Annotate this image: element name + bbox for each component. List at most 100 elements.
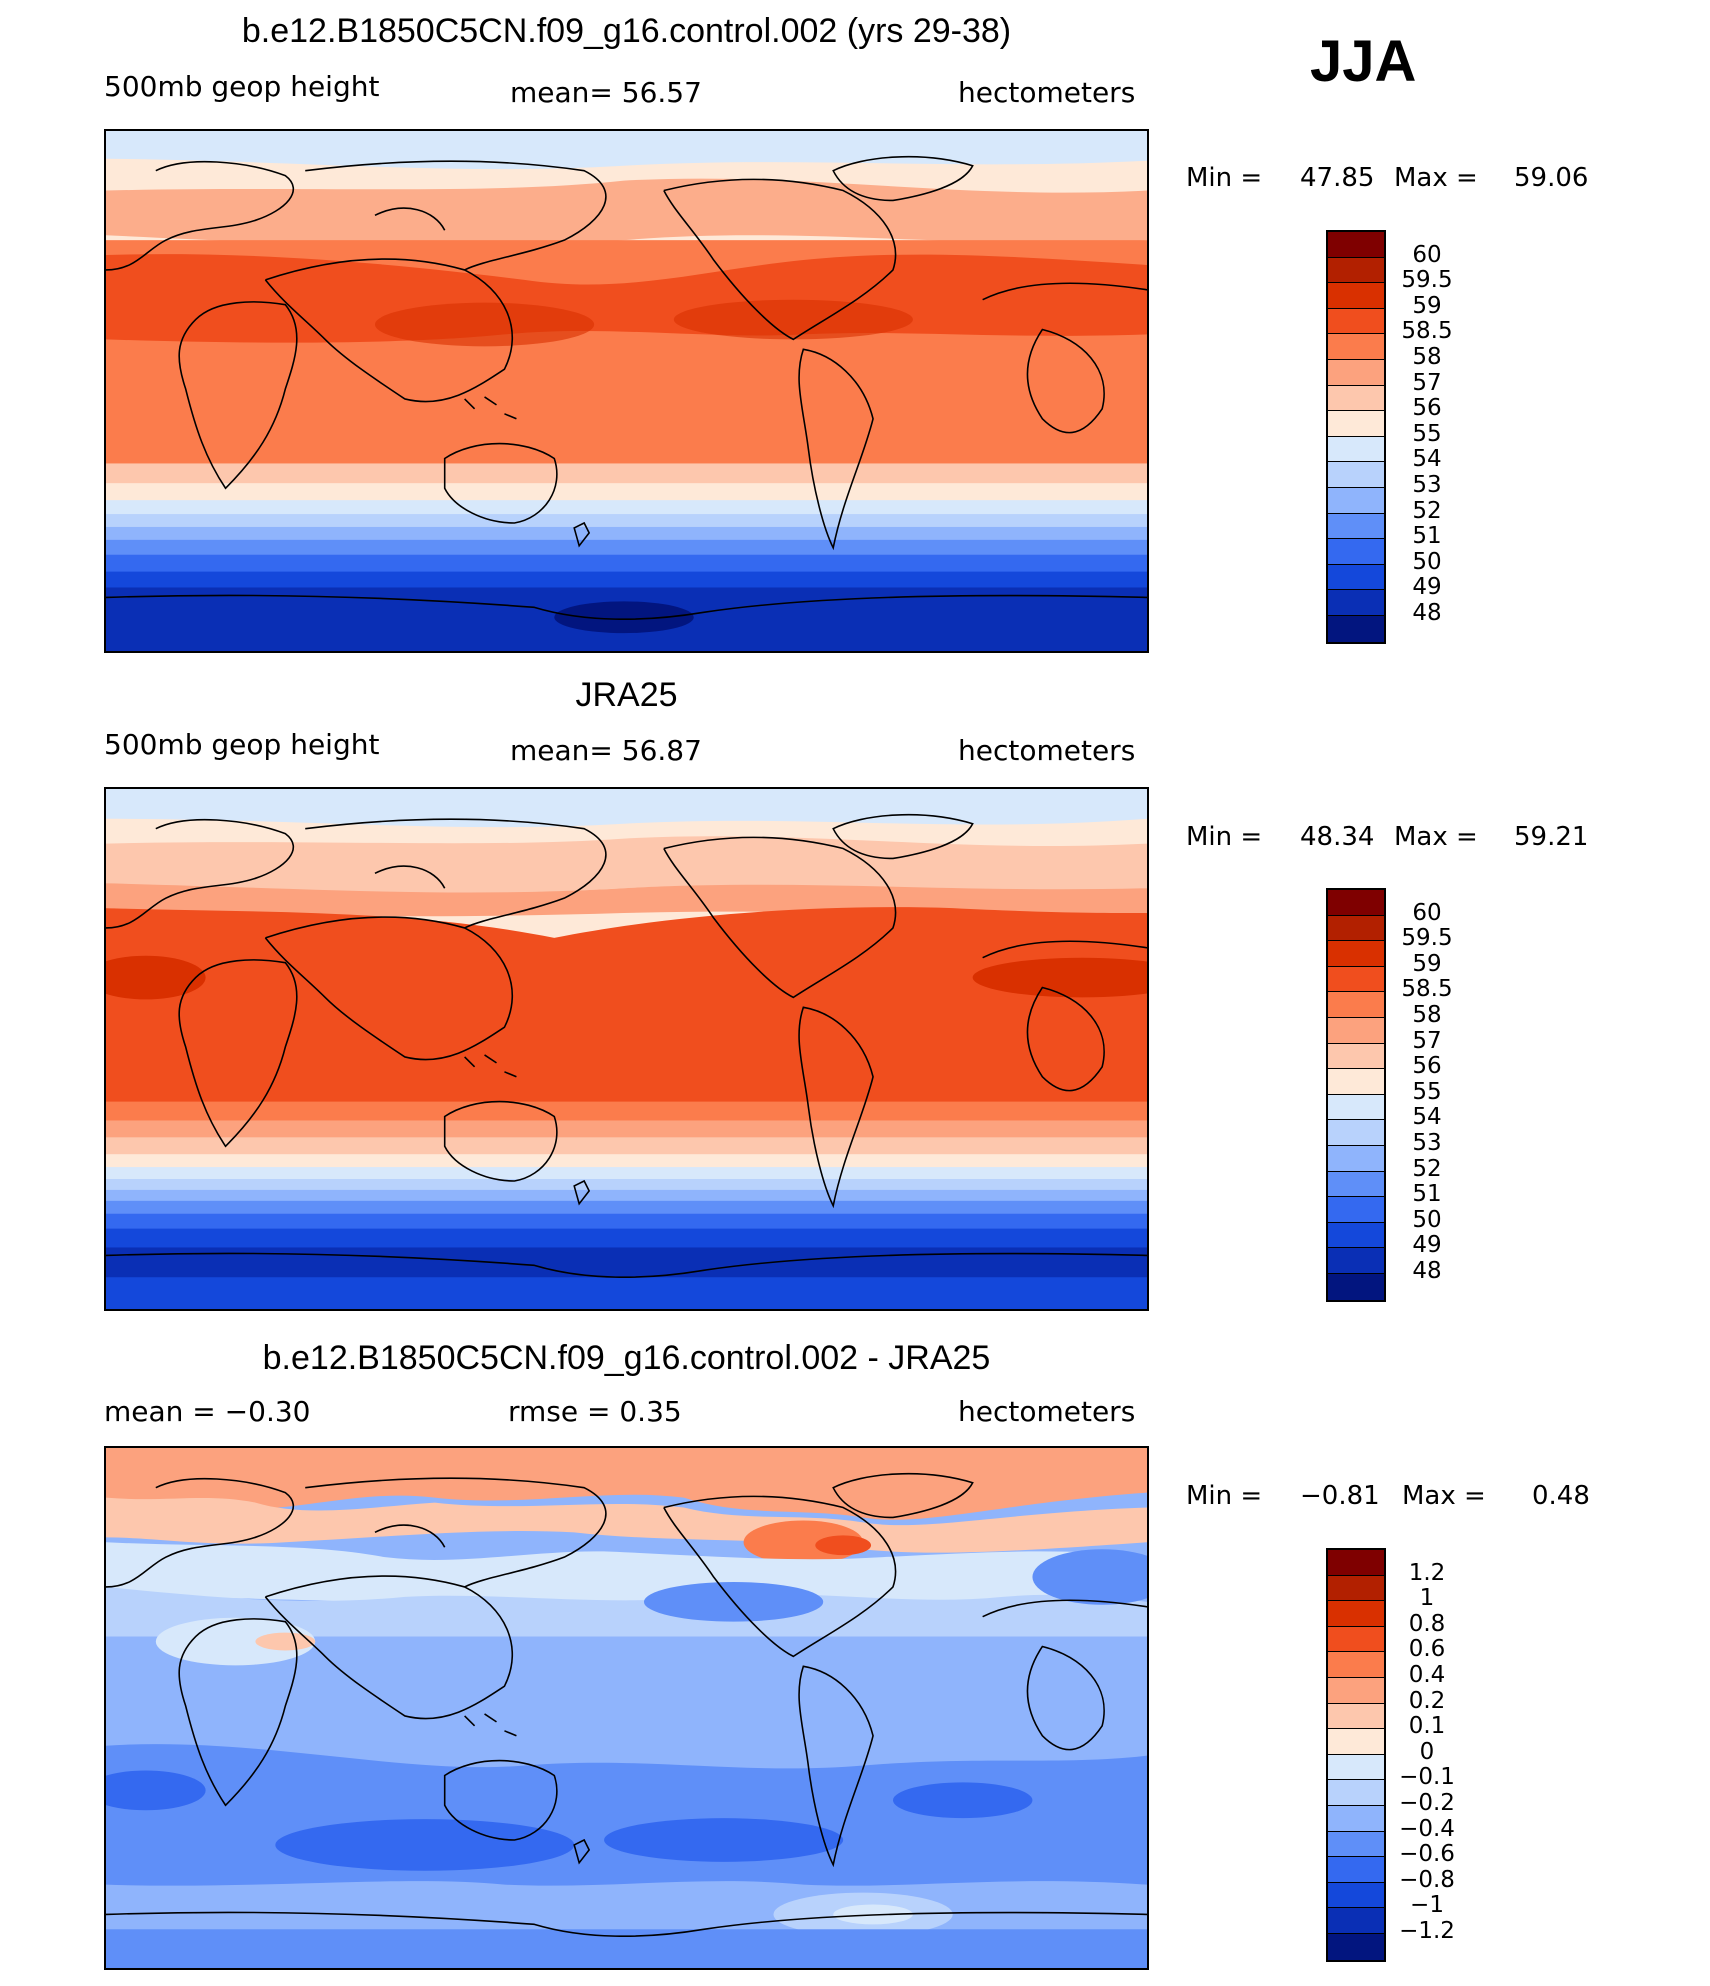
colorbar-swatch xyxy=(1328,564,1384,591)
colorbar-swatch xyxy=(1328,966,1384,993)
panel1-max-label: Max = xyxy=(1394,163,1478,193)
colorbar-label: 58.5 xyxy=(1401,976,1453,1003)
colorbar-swatch xyxy=(1328,1094,1384,1121)
colorbar-swatch xyxy=(1328,1933,1384,1960)
panel3-colorbar xyxy=(1326,1548,1386,1962)
panel2-map xyxy=(104,787,1149,1311)
colorbar-label: 58.5 xyxy=(1401,318,1453,345)
colorbar-label: 0.1 xyxy=(1408,1713,1446,1740)
panel3-min-value: −0.81 xyxy=(1300,1481,1380,1511)
colorbar-label: 56 xyxy=(1412,1053,1442,1080)
colorbar-label: 54 xyxy=(1412,1104,1442,1131)
colorbar-swatch xyxy=(1328,615,1384,642)
colorbar-swatch xyxy=(1328,1805,1384,1832)
colorbar-label: 49 xyxy=(1412,1232,1442,1259)
colorbar-label: −1 xyxy=(1410,1892,1444,1919)
colorbar-label: 54 xyxy=(1412,446,1442,473)
panel2-title: JRA25 xyxy=(575,676,678,714)
colorbar-swatch xyxy=(1328,1729,1384,1755)
panel3-max-label: Max = xyxy=(1402,1481,1486,1511)
season-label: JJA xyxy=(1310,29,1417,94)
colorbar-label: 58 xyxy=(1412,1002,1442,1028)
colorbar-swatch xyxy=(1328,1120,1384,1146)
colorbar-swatch xyxy=(1328,283,1384,309)
colorbar-swatch xyxy=(1328,487,1384,514)
colorbar-swatch xyxy=(1328,1652,1384,1678)
colorbar-label: 59 xyxy=(1412,292,1442,319)
colorbar-label: 60 xyxy=(1412,241,1442,268)
colorbar-label: 59.5 xyxy=(1401,925,1453,952)
colorbar-label: 59.5 xyxy=(1401,267,1453,294)
colorbar-swatch xyxy=(1328,1882,1384,1909)
panel3-min-label: Min = xyxy=(1186,1481,1263,1511)
colorbar-label: 56 xyxy=(1412,395,1442,422)
colorbar-label: 57 xyxy=(1412,1027,1442,1054)
colorbar-swatch xyxy=(1328,1550,1384,1576)
colorbar-label: 53 xyxy=(1412,1130,1442,1156)
panel2-max-label: Max = xyxy=(1394,822,1478,852)
colorbar-label: 0.2 xyxy=(1408,1687,1446,1714)
colorbar-label: 50 xyxy=(1412,1206,1442,1233)
colorbar-label: 55 xyxy=(1412,1078,1442,1105)
panel2-mean: mean= 56.87 xyxy=(510,734,702,767)
colorbar-swatch xyxy=(1328,359,1384,386)
colorbar-swatch xyxy=(1328,1273,1384,1300)
colorbar-swatch xyxy=(1328,1626,1384,1653)
colorbar-swatch xyxy=(1328,1677,1384,1704)
colorbar-label: 60 xyxy=(1412,899,1442,926)
colorbar-swatch xyxy=(1328,1069,1384,1095)
colorbar-swatch xyxy=(1328,1017,1384,1044)
colorbar-label: 0.8 xyxy=(1408,1610,1446,1637)
colorbar-swatch xyxy=(1328,915,1384,942)
colorbar-swatch xyxy=(1328,411,1384,437)
panel3-map xyxy=(104,1446,1149,1970)
colorbar-swatch xyxy=(1328,308,1384,335)
colorbar-swatch xyxy=(1328,232,1384,258)
colorbar-swatch xyxy=(1328,1145,1384,1172)
panel3-max-value: 0.48 xyxy=(1532,1481,1590,1511)
panel2-min-value: 48.34 xyxy=(1300,822,1375,852)
colorbar-swatch xyxy=(1328,385,1384,412)
colorbar-swatch xyxy=(1328,334,1384,360)
colorbar-swatch xyxy=(1328,1248,1384,1274)
panel1-min-label: Min = xyxy=(1186,163,1263,193)
colorbar-swatch xyxy=(1328,1043,1384,1070)
colorbar-label: 1.2 xyxy=(1408,1559,1446,1586)
colorbar-label: 48 xyxy=(1412,600,1442,626)
colorbar-swatch xyxy=(1328,257,1384,284)
colorbar-swatch xyxy=(1328,1780,1384,1806)
colorbar-label: 0.4 xyxy=(1408,1662,1446,1688)
colorbar-swatch xyxy=(1328,1575,1384,1602)
colorbar-swatch xyxy=(1328,1703,1384,1730)
colorbar-swatch xyxy=(1328,462,1384,488)
colorbar-label: 51 xyxy=(1412,523,1442,550)
colorbar-label: −0.2 xyxy=(1399,1790,1455,1816)
colorbar-label: 49 xyxy=(1412,574,1442,601)
colorbar-label: −0.8 xyxy=(1399,1866,1455,1893)
colorbar-label: −0.1 xyxy=(1399,1764,1455,1791)
colorbar-label: −0.4 xyxy=(1399,1815,1455,1842)
panel3-title: b.e12.B1850C5CN.f09_g16.control.002 - JR… xyxy=(262,1339,991,1377)
colorbar-swatch xyxy=(1328,890,1384,916)
panel1-max-value: 59.06 xyxy=(1514,163,1589,193)
colorbar-swatch xyxy=(1328,1222,1384,1249)
colorbar-label: 51 xyxy=(1412,1181,1442,1208)
colorbar-label: −0.6 xyxy=(1399,1841,1455,1868)
colorbar-label: 52 xyxy=(1412,497,1442,524)
panel3-mean: mean = −0.30 xyxy=(104,1395,311,1428)
colorbar-label: 58 xyxy=(1412,344,1442,370)
colorbar-label: 50 xyxy=(1412,548,1442,575)
panel3-rmse: rmse = 0.35 xyxy=(508,1395,682,1428)
colorbar-label: 53 xyxy=(1412,472,1442,498)
panel1-colorbar xyxy=(1326,230,1386,644)
colorbar-swatch xyxy=(1328,1754,1384,1781)
panel3-units: hectometers xyxy=(958,1395,1136,1428)
panel2-min-label: Min = xyxy=(1186,822,1263,852)
colorbar-swatch xyxy=(1328,513,1384,540)
colorbar-swatch xyxy=(1328,1908,1384,1934)
colorbar-label: 52 xyxy=(1412,1155,1442,1182)
colorbar-swatch xyxy=(1328,436,1384,463)
colorbar-swatch xyxy=(1328,1601,1384,1627)
colorbar-swatch xyxy=(1328,590,1384,616)
colorbar-label: 48 xyxy=(1412,1258,1442,1284)
